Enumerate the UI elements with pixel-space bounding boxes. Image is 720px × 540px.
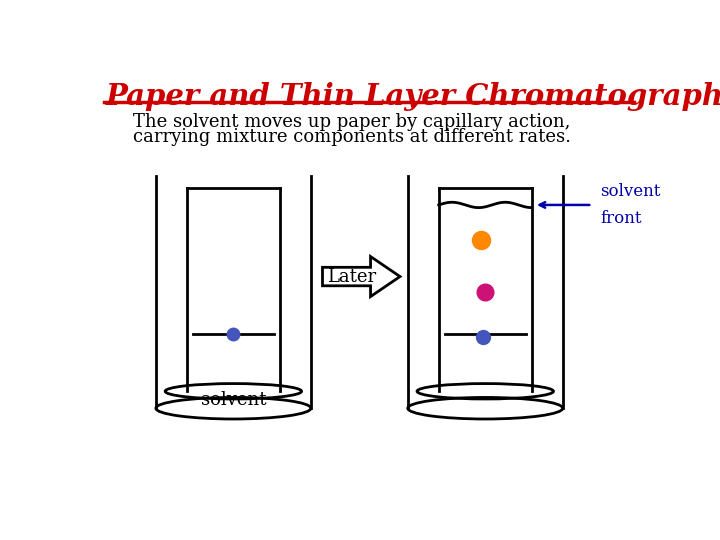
Text: solvent: solvent <box>600 183 660 200</box>
Text: carrying mixture components at different rates.: carrying mixture components at different… <box>132 128 571 146</box>
Text: front: front <box>600 210 642 227</box>
Text: The solvent moves up paper by capillary action,: The solvent moves up paper by capillary … <box>132 112 570 131</box>
Text: Paper and Thin Layer Chromatography: Paper and Thin Layer Chromatography <box>106 82 720 111</box>
FancyArrow shape <box>323 256 400 296</box>
Text: solvent: solvent <box>201 391 266 409</box>
Text: Later: Later <box>327 267 376 286</box>
